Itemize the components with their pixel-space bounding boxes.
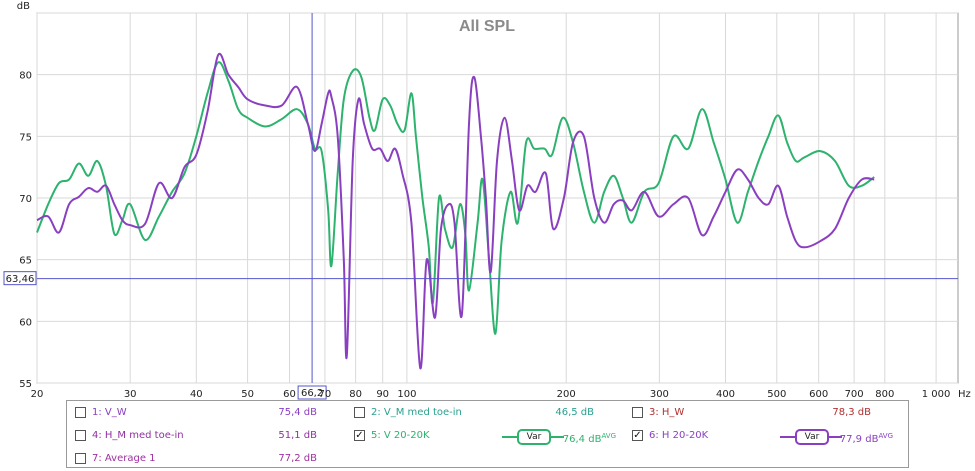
y-tick-label: 75 — [19, 132, 32, 143]
y-tick-label: 65 — [19, 256, 32, 267]
cursor-y-readout: 63,46 — [6, 274, 35, 285]
legend-item-6: ✓ 6: H 20-20K Var 77,9 dBAVG — [632, 428, 893, 445]
legend-value-6: 77,9 dBAVG — [839, 432, 893, 445]
x-tick-label: 300 — [650, 389, 669, 400]
x-tick-label: 20 — [31, 389, 44, 400]
legend-value-2: 46,5 dB — [555, 407, 594, 418]
legend-checkbox-4[interactable] — [75, 430, 86, 441]
x-tick-label: 40 — [190, 389, 203, 400]
legend-checkbox-2[interactable] — [354, 407, 365, 418]
legend-label-5: 5: V 20-20K — [371, 430, 430, 441]
legend-value-1: 75,4 dB — [278, 407, 317, 418]
y-axis-label: dB — [17, 1, 30, 12]
var-label: Var — [517, 429, 551, 445]
cursor-x-readout-box — [297, 385, 327, 400]
x-tick-label: 50 — [241, 389, 254, 400]
legend-value-7: 77,2 dB — [278, 453, 317, 464]
legend-item-4: 4: H_M med toe-in 51,1 dB — [75, 428, 317, 444]
legend-value-3: 78,3 dB — [832, 407, 871, 418]
y-tick-label: 80 — [19, 71, 32, 82]
legend-item-2: 2: V_M med toe-in 46,5 dB — [354, 405, 594, 421]
legend-value-5: 76,4 dBAVG — [562, 432, 616, 445]
legend-item-3: 3: H_W 78,3 dB — [632, 405, 871, 421]
legend-value-4: 51,1 dB — [278, 430, 317, 441]
legend-label-7: 7: Average 1 — [92, 453, 156, 464]
legend-item-7: 7: Average 1 77,2 dB — [75, 451, 317, 467]
series-line-v-20-20k — [36, 61, 875, 335]
legend: 1: V_W 75,4 dB 2: V_M med toe-in 46,5 dB 3: … — [66, 400, 909, 468]
x-tick-label: 90 — [376, 389, 389, 400]
avg-marker: AVG — [601, 432, 616, 440]
y-tick-label: 60 — [19, 317, 32, 328]
var-label: Var — [795, 429, 829, 445]
legend-label-6: 6: H 20-20K — [649, 430, 709, 441]
y-tick-label: 70 — [19, 194, 32, 205]
legend-label-4: 4: H_M med toe-in — [92, 430, 184, 441]
x-tick-label: 70 — [319, 389, 332, 400]
legend-label-2: 2: V_M med toe-in — [371, 407, 462, 418]
cursor-y-readout-box — [3, 271, 37, 286]
legend-item-5: ✓ 5: V 20-20K Var 76,4 dBAVG — [354, 428, 616, 445]
x-tick-label: 60 — [283, 389, 296, 400]
x-tick-label: 30 — [124, 389, 137, 400]
avg-marker: AVG — [878, 432, 893, 440]
legend-checkbox-1[interactable] — [75, 407, 86, 418]
x-tick-label: 800 — [875, 389, 894, 400]
legend-var-button-6[interactable]: Var — [780, 429, 842, 445]
legend-checkbox-3[interactable] — [632, 407, 643, 418]
legend-checkbox-7[interactable] — [75, 453, 86, 464]
y-tick-label: 55 — [19, 379, 32, 390]
spl-chart: 63,46 66,2 20 30 40 50 60 70 80 90 100 200 300 400 50… — [3, 1, 971, 400]
x-tick-label: 200 — [557, 389, 576, 400]
cursor-x-readout: 66,2 — [301, 388, 323, 399]
x-tick-label: 1 000 — [922, 389, 951, 400]
legend-var-button-5[interactable]: Var — [502, 429, 564, 445]
chart-title: All SPL — [459, 18, 515, 35]
legend-label-3: 3: H_W — [649, 407, 685, 418]
x-tick-label: 80 — [349, 389, 362, 400]
legend-item-1: 1: V_W 75,4 dB — [75, 405, 317, 421]
x-tick-label: 100 — [397, 389, 416, 400]
x-tick-label: 700 — [845, 389, 864, 400]
x-axis-unit: Hz — [958, 389, 971, 400]
x-tick-label: 600 — [809, 389, 828, 400]
x-tick-label: 400 — [716, 389, 735, 400]
x-tick-label: 500 — [767, 389, 786, 400]
legend-label-1: 1: V_W — [92, 407, 127, 418]
legend-checkbox-6[interactable]: ✓ — [632, 430, 643, 441]
legend-checkbox-5[interactable]: ✓ — [354, 430, 365, 441]
